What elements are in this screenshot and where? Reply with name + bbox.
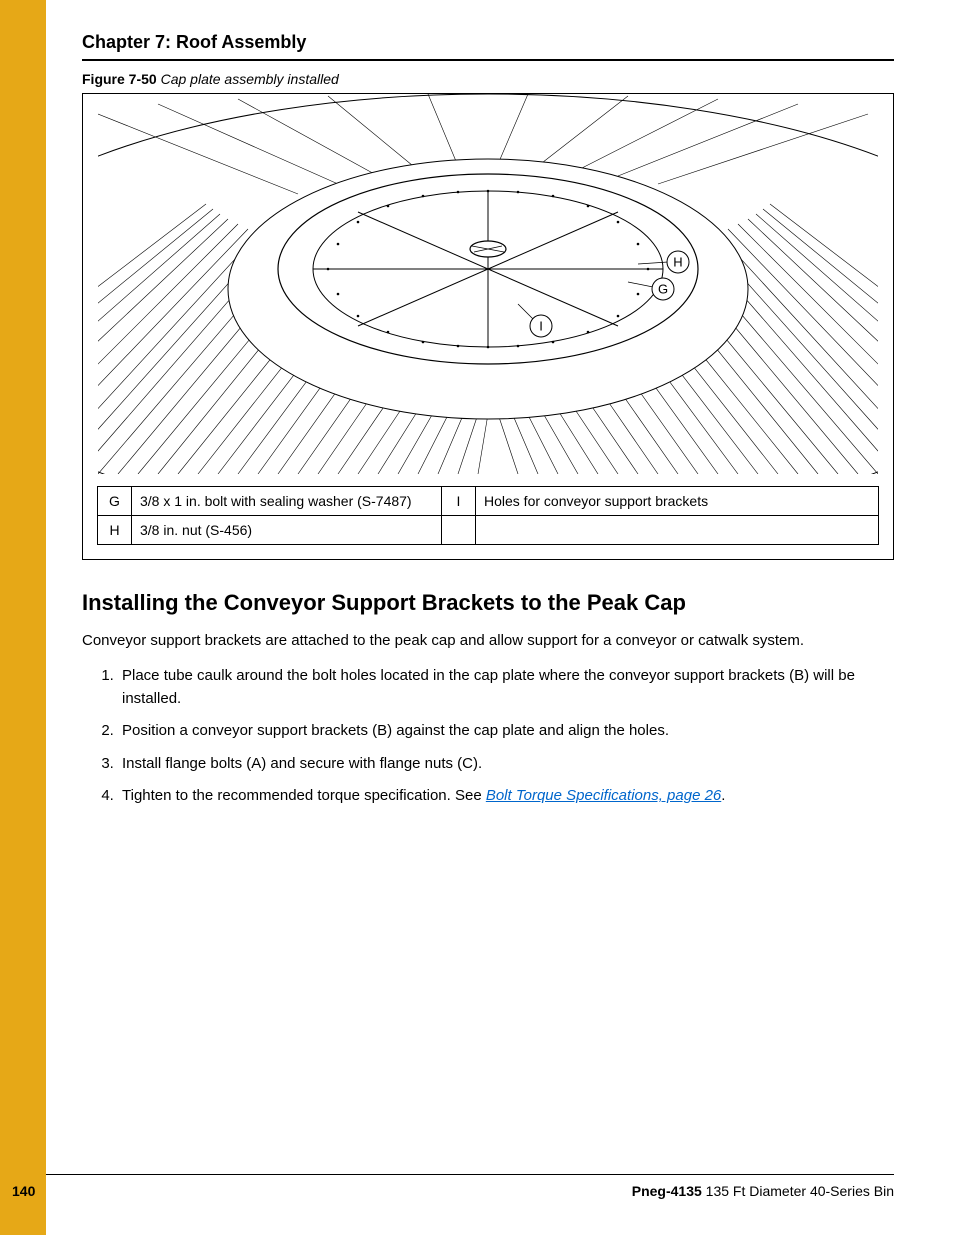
page-number: 140 (12, 1183, 35, 1199)
legend-key (442, 516, 476, 545)
list-item: Position a conveyor support brackets (B)… (118, 720, 894, 743)
doc-title: 135 Ft Diameter 40-Series Bin (702, 1183, 894, 1199)
page: Chapter 7: Roof Assembly Figure 7-50 Cap… (0, 0, 954, 1235)
list-item: Install flange bolts (A) and secure with… (118, 753, 894, 776)
list-item: Place tube caulk around the bolt holes l… (118, 665, 894, 710)
figure-illustration: H G I (97, 94, 879, 474)
list-item: Tighten to the recommended torque specif… (118, 785, 894, 808)
doc-code: Pneg-4135 (632, 1183, 702, 1199)
legend-key: I (442, 487, 476, 516)
steps-list: Place tube caulk around the bolt holes l… (82, 665, 894, 808)
page-footer: 140 Pneg-4135 135 Ft Diameter 40-Series … (46, 1174, 894, 1199)
callout-h: H (673, 255, 682, 270)
legend-desc: 3/8 in. nut (S-456) (132, 516, 442, 545)
header-rule (82, 59, 894, 61)
legend-key: G (98, 487, 132, 516)
callout-i: I (539, 319, 543, 334)
content-area: Chapter 7: Roof Assembly Figure 7-50 Cap… (46, 0, 954, 1235)
table-row: G 3/8 x 1 in. bolt with sealing washer (… (98, 487, 879, 516)
legend-table: G 3/8 x 1 in. bolt with sealing washer (… (97, 486, 879, 545)
legend-desc: Holes for conveyor support brackets (476, 487, 879, 516)
figure-caption-text: Cap plate assembly installed (161, 71, 339, 87)
legend-desc (476, 516, 879, 545)
section-heading: Installing the Conveyor Support Brackets… (82, 590, 894, 616)
step-text: . (721, 787, 725, 804)
legend-desc: 3/8 x 1 in. bolt with sealing washer (S-… (132, 487, 442, 516)
figure-caption: Figure 7-50 Cap plate assembly installed (82, 71, 894, 87)
sidebar-accent (0, 0, 46, 1235)
table-row: H 3/8 in. nut (S-456) (98, 516, 879, 545)
callout-g: G (658, 282, 668, 297)
figure-number: Figure 7-50 (82, 71, 157, 87)
legend-key: H (98, 516, 132, 545)
figure-box: H G I G 3/8 x 1 in. bolt with sealing wa… (82, 93, 894, 560)
section-intro: Conveyor support brackets are attached t… (82, 630, 894, 651)
cross-reference-link[interactable]: Bolt Torque Specifications, page 26 (486, 787, 721, 804)
document-id: Pneg-4135 135 Ft Diameter 40-Series Bin (632, 1183, 894, 1199)
step-text: Tighten to the recommended torque specif… (122, 787, 486, 804)
chapter-title: Chapter 7: Roof Assembly (82, 32, 894, 59)
